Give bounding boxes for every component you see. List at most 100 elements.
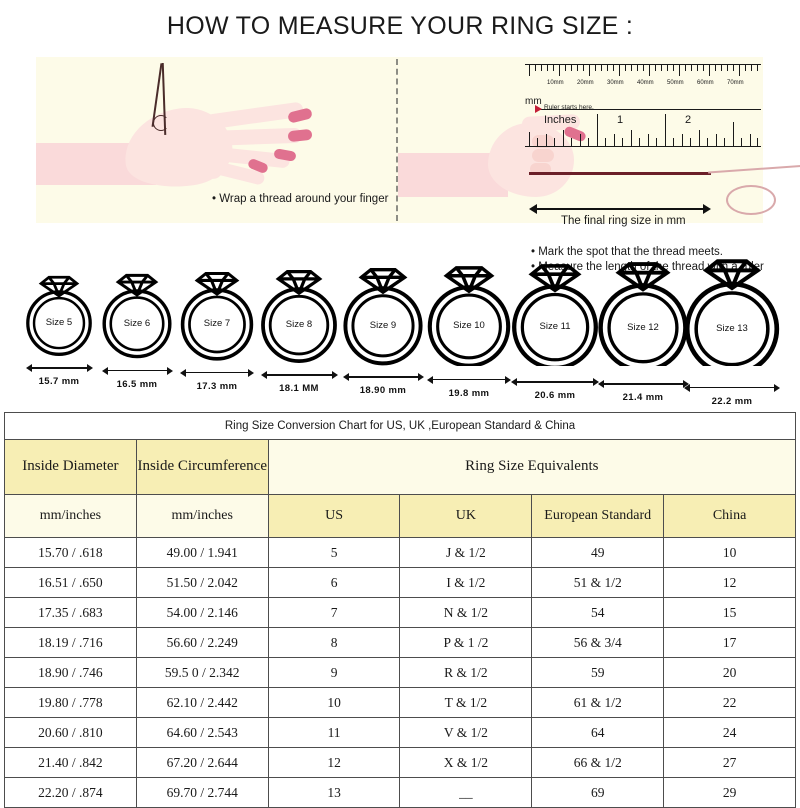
cell-inside-diameter: 18.19 / .716 <box>4 627 137 658</box>
ring-size-label: Size 5 <box>45 317 73 329</box>
right-hand-fist <box>488 123 574 197</box>
table-row: 15.70 / .618 49.00 / 1.941 5 J & 1/2 49 10 <box>4 537 796 568</box>
subheader-diameter-units: mm/inches <box>4 494 137 538</box>
ruler-mm-tick-label: 40mm <box>637 80 654 86</box>
right-hand-knuckle-2 <box>532 149 554 162</box>
ring-diameter-value: 15.7 mm <box>38 376 80 388</box>
cell-inside-circumference: 54.00 / 2.146 <box>135 597 269 628</box>
cell-inside-diameter: 15.70 / .618 <box>4 537 137 568</box>
subheader-european: European Standard <box>531 494 665 538</box>
ring-size-item: Size 10 19.8 mm <box>420 246 518 399</box>
diameter-arrow <box>180 368 254 379</box>
ruler-mm-tick-label: 10mm <box>547 80 564 86</box>
arrow-head-right-icon <box>703 204 711 214</box>
cell-inside-diameter: 20.60 / .810 <box>4 717 137 748</box>
diameter-arrow <box>511 377 599 388</box>
ruler-inches-label: Inches <box>544 114 577 126</box>
cell-us: 11 <box>267 717 401 748</box>
cell-uk: X & 1/2 <box>399 747 533 778</box>
ruler-mm-tick-label: 70mm <box>727 80 744 86</box>
ring-diameter-value: 19.8 mm <box>448 387 490 399</box>
cell-china: 17 <box>663 627 796 658</box>
cell-inside-circumference: 49.00 / 1.941 <box>135 537 269 568</box>
ring-diameter-measure: 20.6 mm <box>504 377 606 401</box>
cell-china: 27 <box>663 747 796 778</box>
cell-european: 59 <box>531 657 665 688</box>
ring-size-conversion-table: Ring Size Conversion Chart for US, UK ,E… <box>4 412 797 808</box>
ring-size-item: Size 11 20.6 mm <box>504 246 606 401</box>
arrow-head-left-icon <box>684 383 690 392</box>
arrow-shaft <box>105 369 169 372</box>
ruler: 10mm 20mm 30mm 40mm 50mm 60mm 70mm mm Ru… <box>525 64 761 172</box>
ruler-origin-line <box>537 109 761 110</box>
ring-diameter-value: 16.5 mm <box>116 378 158 390</box>
table-row: 18.19 / .716 56.60 / 2.249 8 P & 1 /2 56 & 3… <box>4 627 796 658</box>
arrow-head-left-icon <box>597 380 604 389</box>
ring-illustration <box>427 266 511 366</box>
table-title: Ring Size Conversion Chart for US, UK ,E… <box>4 412 796 440</box>
table-row: 18.90 / .746 59.5 0 / 2.342 9 R & 1/2 59 20 <box>4 657 796 688</box>
cell-inside-circumference: 69.70 / 2.744 <box>135 777 269 808</box>
table-header-group-row: Inside Diameter Inside Circumference Rin… <box>4 439 797 495</box>
arrow-shaft <box>535 208 705 210</box>
cell-inside-diameter: 21.40 / .842 <box>4 747 137 778</box>
table-row: 19.80 / .778 62.10 / 2.442 10 T & 1/2 61 & 1… <box>4 687 796 718</box>
cell-european: 56 & 3/4 <box>531 627 665 658</box>
table-row: 16.51 / .650 51.50 / 2.042 6 I & 1/2 51 & 1/… <box>4 567 796 598</box>
ruler-mm-tick-label: 60mm <box>697 80 714 86</box>
cell-inside-circumference: 67.20 / 2.644 <box>135 747 269 778</box>
ruler-origin-note: Ruler starts here. <box>544 104 594 111</box>
arrow-shaft <box>601 383 685 385</box>
right-panel-caption-1: • Mark the spot that the thread meets. <box>531 246 723 258</box>
cell-china: 10 <box>663 537 796 568</box>
ring-illustration <box>261 269 337 364</box>
ring-diameter-measure: 18.1 MM <box>254 371 344 394</box>
ruler-mm-tick-label: 50mm <box>667 80 684 86</box>
cell-inside-circumference: 51.50 / 2.042 <box>135 567 269 598</box>
ring-size-label: Size 10 <box>453 320 485 332</box>
subheader-circumference-units: mm/inches <box>135 494 269 538</box>
cell-us: 8 <box>267 627 401 658</box>
ruler-mm-tick-label: 20mm <box>577 80 594 86</box>
cell-uk: P & 1 /2 <box>399 627 533 658</box>
arrow-shaft <box>688 386 776 389</box>
ring-size-item: Size 9 18.90 mm <box>336 246 430 396</box>
diameter-arrow <box>260 371 338 381</box>
arrow-shaft <box>346 376 420 378</box>
measured-thread-segment <box>529 172 711 175</box>
arrow-head-right-icon <box>166 366 173 375</box>
ruler-inch-tick-label: 1 <box>617 114 624 126</box>
ring-diameter-measure: 15.7 mm <box>20 364 98 387</box>
cell-european: 49 <box>531 537 665 568</box>
arrow-head-left-icon <box>342 373 349 382</box>
cell-uk: N & 1/2 <box>399 597 533 628</box>
ring-diameter-value: 18.90 mm <box>359 385 407 397</box>
subheader-uk: UK <box>399 494 533 538</box>
ring-size-item: Size 8 18.1 MM <box>254 246 344 394</box>
arrow-head-left-icon <box>427 375 433 384</box>
header-inside-circumference: Inside Circumference <box>135 439 269 495</box>
ring-diameter-value: 17.3 mm <box>196 380 238 392</box>
ruler-mm-unit-label: mm <box>525 96 542 107</box>
cell-inside-circumference: 62.10 / 2.442 <box>135 687 269 718</box>
ring-illustration <box>26 275 92 356</box>
arrow-shaft <box>515 380 595 383</box>
ruler-bottom-edge <box>525 146 761 147</box>
cell-european: 64 <box>531 717 665 748</box>
ring-illustration <box>343 268 423 366</box>
left-panel-caption: • Wrap a thread around your finger <box>212 193 389 205</box>
final-size-measure-arrow <box>529 202 711 216</box>
ring-diameter-measure: 19.8 mm <box>420 375 518 399</box>
arrow-shaft <box>29 367 89 369</box>
cell-inside-diameter: 16.51 / .650 <box>4 567 137 598</box>
cell-uk: R & 1/2 <box>399 657 533 688</box>
page-title: HOW TO MEASURE YOUR RING SIZE : <box>166 12 634 40</box>
cell-china: 20 <box>663 657 796 688</box>
diameter-arrow <box>427 375 511 386</box>
cell-uk: __ <box>399 777 533 808</box>
cell-uk: J & 1/2 <box>399 537 533 568</box>
ring-illustration <box>512 264 598 366</box>
arrow-head-right-icon <box>593 377 599 386</box>
table-row: 21.40 / .842 67.20 / 2.644 12 X & 1/2 66 & 1… <box>4 747 796 778</box>
cell-european: 54 <box>531 597 665 628</box>
